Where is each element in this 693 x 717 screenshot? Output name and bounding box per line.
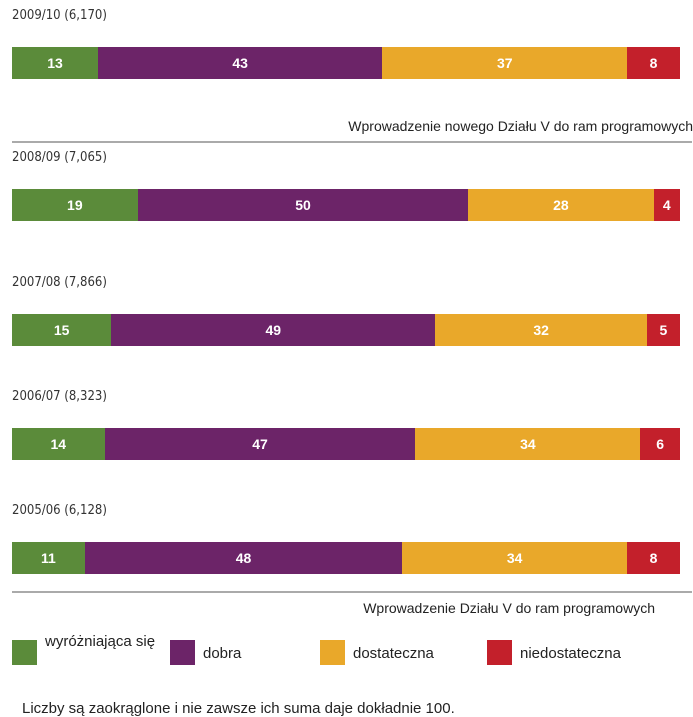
- bar-segment: 37: [382, 47, 628, 79]
- bar-segment: 4: [653, 189, 680, 221]
- legend-swatch: [487, 640, 512, 665]
- legend-label: dobra: [203, 645, 242, 662]
- bar-row: 15 49 32 5: [12, 314, 680, 346]
- value-label: 37: [496, 55, 513, 71]
- legend-label: niedostateczna: [520, 645, 621, 662]
- value-label: 49: [265, 322, 282, 338]
- value-label: 8: [649, 550, 658, 566]
- bar-segment: 14: [12, 428, 105, 460]
- value-label: 6: [656, 436, 665, 452]
- value-label: 32: [533, 322, 549, 338]
- bar-segment: 43: [97, 47, 383, 79]
- value-label: 34: [520, 436, 536, 452]
- bar-segment: 5: [646, 314, 680, 346]
- bar-segment: 34: [415, 428, 641, 460]
- legend-label: wyróżniająca się: [45, 633, 156, 650]
- category-label: 2008/09 (7,065): [12, 150, 107, 165]
- bar-segment: 32: [435, 314, 647, 346]
- value-label: 5: [659, 322, 668, 338]
- category-label: 2005/06 (6,128): [12, 503, 107, 518]
- annotation: Wprowadzenie Działu V do ram programowyc…: [363, 600, 655, 616]
- bar-segment: 50: [137, 189, 469, 221]
- value-label: 50: [295, 197, 311, 213]
- separator: [12, 141, 692, 143]
- category-label: 2006/07 (8,323): [12, 389, 107, 404]
- bar-segment: 49: [111, 314, 436, 346]
- bar-row: 13 43 37 8: [12, 47, 680, 79]
- bar-segment: 13: [12, 47, 98, 79]
- separator: [12, 591, 692, 593]
- value-label: 15: [53, 322, 70, 338]
- bar-row: 11 48 34 8: [12, 542, 680, 574]
- bar-segment: 8: [627, 542, 680, 574]
- bar-segment: 15: [12, 314, 112, 346]
- bar-segment: 28: [468, 189, 654, 221]
- bar-segment: 34: [402, 542, 628, 574]
- bar-segment: 6: [640, 428, 680, 460]
- bar-segment: 47: [104, 428, 416, 460]
- category-label: 2007/08 (7,866): [12, 275, 107, 290]
- bar-segment: 19: [12, 189, 138, 221]
- bar-row: 19 50 28 4: [12, 189, 680, 221]
- bar-segment: 8: [627, 47, 680, 79]
- value-label: 34: [506, 550, 523, 566]
- value-label: 48: [235, 550, 252, 566]
- bar-row: 14 47 34 6: [12, 428, 680, 460]
- value-label: 4: [662, 197, 671, 213]
- legend-label: dostateczna: [353, 645, 434, 662]
- value-label: 14: [50, 436, 67, 452]
- bar-segment: 11: [12, 542, 85, 574]
- legend-swatch: [320, 640, 345, 665]
- value-label: 8: [649, 55, 658, 71]
- value-label: 43: [232, 55, 248, 71]
- category-label: 2009/10 (6,170): [12, 8, 107, 23]
- legend-swatch: [170, 640, 195, 665]
- annotation: Wprowadzenie nowego Działu V do ram prog…: [348, 118, 693, 134]
- footnote: Liczby są zaokrąglone i nie zawsze ich s…: [22, 700, 455, 717]
- value-label: 47: [252, 436, 268, 452]
- value-label: 28: [553, 197, 569, 213]
- bar-segment: 48: [84, 542, 403, 574]
- value-label: 13: [47, 55, 63, 71]
- value-label: 19: [67, 197, 83, 213]
- value-label: 11: [40, 550, 56, 566]
- legend-swatch: [12, 640, 37, 665]
